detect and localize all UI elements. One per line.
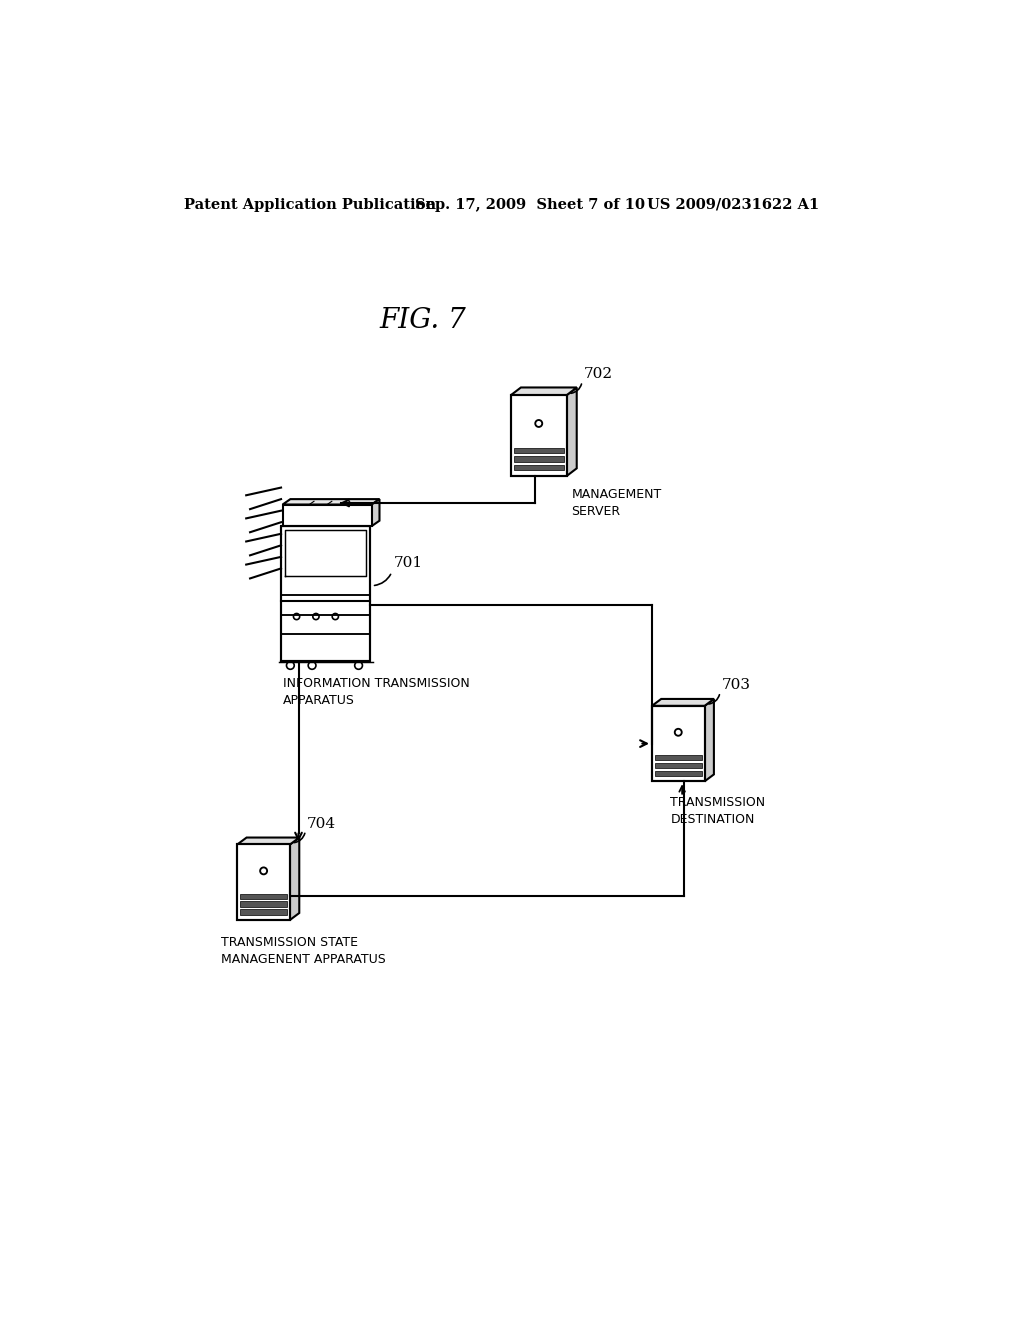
Polygon shape — [290, 838, 299, 920]
Polygon shape — [652, 700, 714, 706]
Text: 704: 704 — [307, 817, 336, 830]
Polygon shape — [511, 388, 577, 395]
Text: US 2009/0231622 A1: US 2009/0231622 A1 — [647, 198, 819, 211]
Polygon shape — [281, 527, 371, 661]
Text: TRANSMISSION STATE
MANAGENENT APPARATUS: TRANSMISSION STATE MANAGENENT APPARATUS — [221, 936, 386, 966]
Polygon shape — [372, 499, 380, 527]
Text: 703: 703 — [722, 678, 751, 692]
Bar — [655, 763, 701, 768]
Polygon shape — [652, 706, 705, 781]
Polygon shape — [566, 388, 577, 477]
Bar — [514, 447, 563, 453]
Polygon shape — [283, 504, 372, 527]
Bar — [241, 909, 287, 915]
Bar — [241, 902, 287, 907]
Text: FIG. 7: FIG. 7 — [379, 306, 466, 334]
Polygon shape — [705, 700, 714, 781]
Text: TRANSMISSION
DESTINATION: TRANSMISSION DESTINATION — [671, 796, 766, 826]
Bar — [241, 894, 287, 899]
Polygon shape — [238, 838, 299, 845]
Bar — [514, 465, 563, 470]
Polygon shape — [238, 845, 290, 920]
Text: Patent Application Publication: Patent Application Publication — [183, 198, 436, 211]
Bar — [514, 457, 563, 462]
Text: MANAGEMENT
SERVER: MANAGEMENT SERVER — [571, 488, 662, 517]
Text: 701: 701 — [393, 556, 423, 570]
Bar — [655, 771, 701, 776]
Text: 702: 702 — [584, 367, 612, 381]
Text: Sep. 17, 2009  Sheet 7 of 10: Sep. 17, 2009 Sheet 7 of 10 — [415, 198, 645, 211]
Polygon shape — [511, 395, 566, 477]
Polygon shape — [283, 499, 380, 504]
Text: INFORMATION TRANSMISSION
APPARATUS: INFORMATION TRANSMISSION APPARATUS — [283, 677, 470, 706]
Bar — [655, 755, 701, 760]
